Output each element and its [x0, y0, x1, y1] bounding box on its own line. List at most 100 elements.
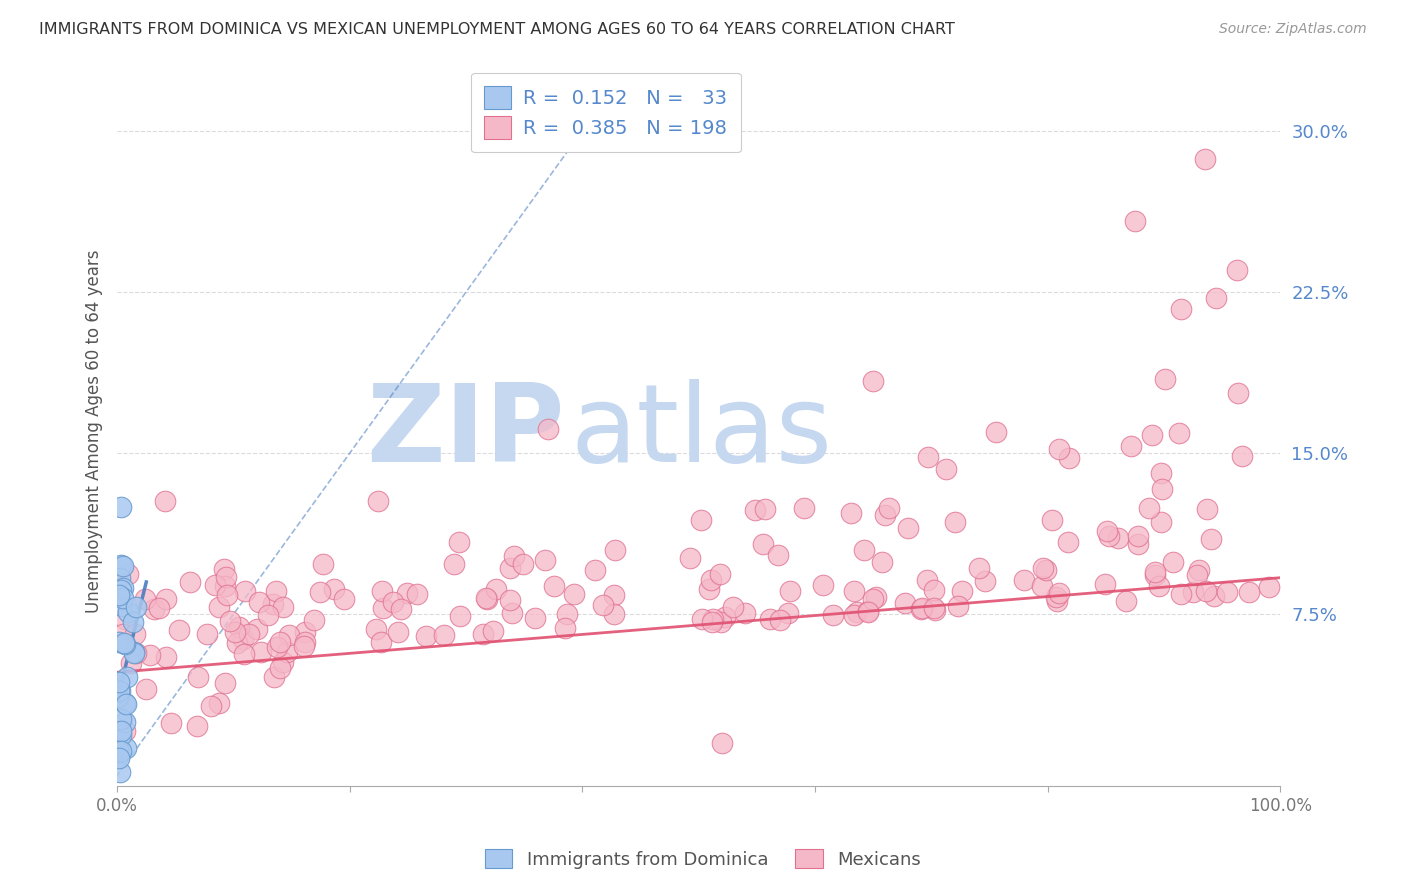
Point: [115, 670, 138, 684]
Point: [115, 740, 138, 755]
Point: [1150, 515, 1173, 529]
Point: [214, 578, 236, 592]
Text: Source: ZipAtlas.com: Source: ZipAtlas.com: [1219, 22, 1367, 37]
Point: [842, 608, 865, 623]
Point: [111, 599, 134, 613]
Point: [752, 537, 775, 551]
Point: [124, 627, 146, 641]
Point: [935, 462, 957, 476]
Point: [233, 583, 256, 598]
Point: [114, 611, 136, 625]
Point: [967, 561, 990, 575]
Point: [312, 558, 335, 572]
Point: [112, 582, 135, 596]
Point: [852, 543, 875, 558]
Point: [179, 574, 201, 589]
Point: [877, 500, 900, 515]
Point: [108, 635, 131, 649]
Point: [1057, 450, 1080, 465]
Point: [139, 648, 162, 663]
Point: [769, 613, 792, 627]
Point: [917, 450, 939, 465]
Point: [108, 684, 131, 698]
Point: [839, 506, 862, 520]
Point: [110, 500, 132, 514]
Point: [894, 596, 917, 610]
Point: [269, 635, 291, 649]
Point: [155, 592, 177, 607]
Point: [219, 614, 242, 628]
Point: [406, 587, 429, 601]
Point: [167, 624, 190, 638]
Point: [266, 640, 288, 655]
Point: [122, 646, 145, 660]
Point: [110, 728, 132, 742]
Point: [711, 736, 734, 750]
Point: [1237, 584, 1260, 599]
Point: [224, 625, 246, 640]
Point: [865, 590, 887, 604]
Point: [112, 626, 135, 640]
Legend: Immigrants from Dominica, Mexicans: Immigrants from Dominica, Mexicans: [478, 842, 928, 876]
Point: [1045, 590, 1067, 604]
Point: [499, 593, 522, 607]
Point: [294, 634, 316, 648]
Point: [1123, 214, 1146, 228]
Point: [534, 553, 557, 567]
Point: [537, 422, 560, 436]
Point: [754, 502, 776, 516]
Point: [499, 561, 522, 575]
Point: [793, 500, 815, 515]
Point: [1142, 428, 1164, 442]
Point: [1185, 568, 1208, 582]
Point: [148, 601, 170, 615]
Point: [842, 584, 865, 599]
Point: [922, 601, 945, 615]
Point: [811, 578, 834, 592]
Point: [263, 670, 285, 684]
Point: [389, 602, 412, 616]
Point: [1046, 594, 1069, 608]
Point: [709, 567, 731, 582]
Point: [117, 606, 139, 620]
Point: [690, 612, 713, 626]
Point: [1216, 584, 1239, 599]
Point: [214, 676, 236, 690]
Point: [215, 570, 238, 584]
Point: [1202, 589, 1225, 603]
Point: [212, 561, 235, 575]
Point: [1149, 579, 1171, 593]
Point: [915, 574, 938, 588]
Point: [512, 557, 534, 571]
Point: [984, 425, 1007, 440]
Point: [110, 558, 132, 572]
Point: [759, 612, 782, 626]
Point: [238, 627, 260, 641]
Point: [974, 574, 997, 588]
Point: [371, 584, 394, 599]
Point: [111, 558, 134, 573]
Point: [475, 591, 498, 606]
Point: [112, 591, 135, 605]
Point: [603, 588, 626, 602]
Point: [1195, 501, 1218, 516]
Point: [1194, 152, 1216, 166]
Point: [155, 650, 177, 665]
Point: [447, 535, 470, 549]
Point: [1226, 263, 1249, 277]
Point: [910, 602, 932, 616]
Point: [117, 566, 139, 581]
Point: [1161, 555, 1184, 569]
Point: [387, 625, 409, 640]
Point: [135, 682, 157, 697]
Point: [1170, 302, 1192, 317]
Point: [107, 751, 129, 765]
Text: IMMIGRANTS FROM DOMINICA VS MEXICAN UNEMPLOYMENT AMONG AGES 60 TO 64 YEARS CORRE: IMMIGRANTS FROM DOMINICA VS MEXICAN UNEM…: [39, 22, 955, 37]
Point: [228, 619, 250, 633]
Point: [700, 615, 723, 629]
Point: [364, 623, 387, 637]
Text: atlas: atlas: [571, 378, 832, 484]
Point: [271, 655, 294, 669]
Point: [766, 548, 789, 562]
Point: [605, 543, 627, 558]
